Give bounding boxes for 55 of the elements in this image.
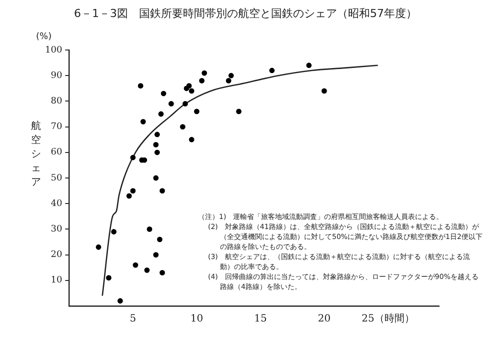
point (146, 226, 152, 232)
point (132, 262, 138, 268)
point (126, 193, 132, 199)
x-tick-label: 20 (318, 314, 331, 325)
point (160, 188, 165, 194)
y-tick-label: 40 (50, 198, 62, 209)
point (96, 244, 102, 250)
y-tick-label: 10 (50, 276, 62, 286)
point (153, 175, 159, 181)
y-axis-title: 航空シェア (30, 120, 42, 190)
point (182, 101, 188, 106)
x-tick-label: 10 (190, 314, 204, 325)
point (111, 229, 117, 234)
x-tick-label: 25（時間） (362, 312, 414, 325)
point (140, 118, 146, 124)
y-tick-label: 30 (50, 224, 62, 235)
point (153, 142, 159, 148)
point (106, 275, 112, 281)
y-tick-label: 50 (50, 173, 62, 184)
point (144, 267, 150, 273)
point (199, 78, 205, 84)
point (168, 101, 174, 106)
point (154, 150, 160, 156)
y-tick-label: 90 (50, 70, 62, 81)
point (180, 124, 186, 130)
chart-title: 6－1－3図 国鉄所要時間帯別の航空と国鉄のシェア（昭和57年度） (73, 6, 418, 21)
y-tick-label: 80 (50, 96, 62, 107)
text: (%) (36, 32, 52, 42)
point (130, 154, 136, 160)
point (228, 72, 234, 78)
point (117, 298, 123, 304)
point (202, 70, 208, 76)
point (157, 236, 162, 242)
point (269, 68, 275, 74)
y-tick-label: 20 (50, 250, 62, 260)
point (138, 83, 144, 89)
y-tick-label: 70 (50, 122, 62, 132)
x-tick-label: 5 (130, 314, 136, 325)
y-tick-label: 60 (50, 148, 62, 158)
point (160, 90, 166, 96)
x-tick-label: 15 (254, 314, 267, 325)
point (188, 136, 194, 142)
point (158, 111, 164, 117)
point (160, 270, 165, 276)
point (236, 108, 242, 114)
point (154, 132, 160, 138)
point (130, 188, 136, 194)
y-tick-label: 100 (44, 45, 62, 56)
point (322, 88, 327, 94)
point (153, 252, 159, 258)
point (184, 86, 190, 92)
point (188, 88, 194, 94)
point (194, 108, 200, 114)
point (226, 78, 232, 84)
point (306, 62, 312, 68)
